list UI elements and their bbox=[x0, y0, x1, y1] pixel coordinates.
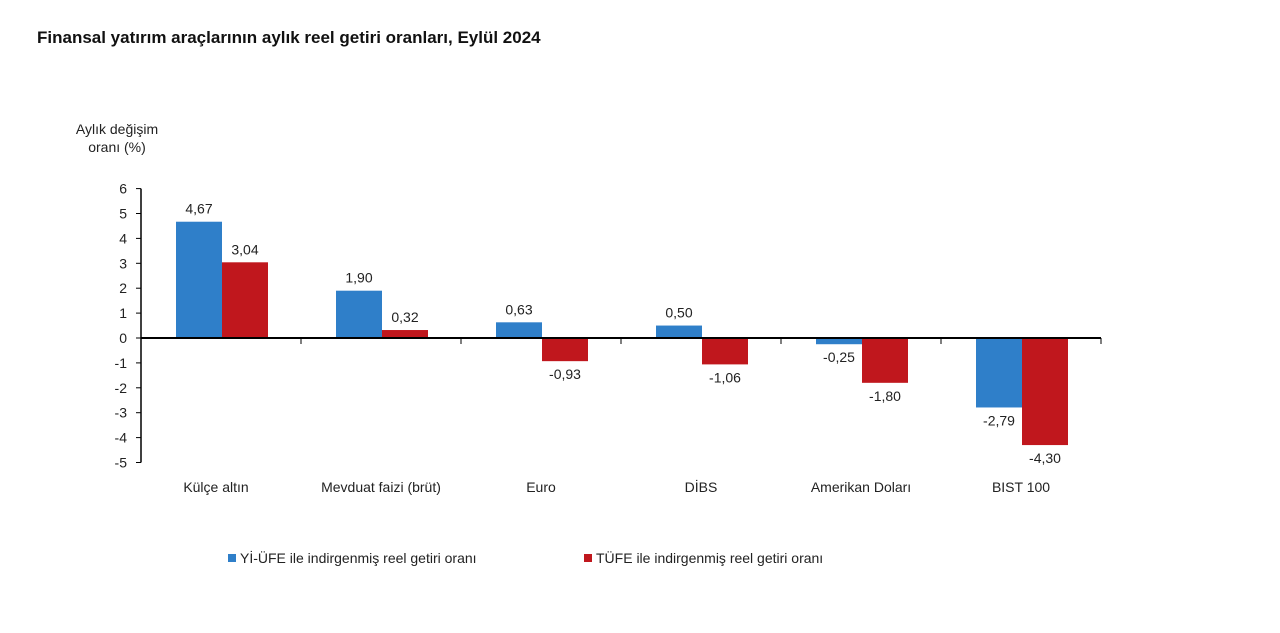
x-tick-label: DİBS bbox=[685, 478, 718, 495]
data-label: -0,93 bbox=[549, 366, 581, 382]
data-label: -4,30 bbox=[1029, 450, 1061, 466]
data-label: 0,50 bbox=[665, 305, 692, 321]
x-tick-label: Külçe altın bbox=[183, 479, 248, 495]
y-tick-label: -4 bbox=[115, 430, 128, 446]
x-tick-label: Euro bbox=[526, 479, 556, 495]
data-label: 1,90 bbox=[345, 270, 372, 286]
data-label: -1,80 bbox=[869, 388, 901, 404]
legend-swatch bbox=[228, 554, 236, 562]
data-label: -1,06 bbox=[709, 369, 741, 385]
bar bbox=[1022, 338, 1068, 446]
data-label: 0,32 bbox=[391, 309, 418, 325]
data-label: 4,67 bbox=[185, 201, 212, 217]
bar bbox=[976, 338, 1022, 408]
y-tick-label: -1 bbox=[115, 355, 128, 371]
data-label: -2,79 bbox=[983, 412, 1015, 428]
bar bbox=[496, 322, 542, 338]
x-tick-label: BIST 100 bbox=[992, 479, 1050, 495]
data-label: 3,04 bbox=[231, 241, 258, 257]
y-tick-label: -5 bbox=[115, 455, 128, 471]
data-label: -0,25 bbox=[823, 349, 855, 365]
bar bbox=[176, 221, 222, 338]
y-tick-label: 2 bbox=[119, 280, 127, 296]
legend-item-yi-ufe: Yİ-ÜFE ile indirgenmiş reel getiri oranı bbox=[228, 550, 477, 566]
bar bbox=[382, 330, 428, 338]
chart-title: Finansal yatırım araçlarının aylık reel … bbox=[37, 28, 541, 47]
y-tick-label: 5 bbox=[119, 206, 127, 222]
x-tick-label: Mevduat faizi (brüt) bbox=[321, 479, 441, 495]
bar bbox=[862, 338, 908, 383]
x-tick-label: Amerikan Doları bbox=[811, 479, 911, 495]
bar bbox=[816, 338, 862, 345]
y-tick-label: 3 bbox=[119, 255, 127, 271]
legend-swatch bbox=[584, 554, 592, 562]
legend-label: TÜFE ile indirgenmiş reel getiri oranı bbox=[596, 550, 824, 566]
bar bbox=[702, 338, 748, 365]
y-tick-label: 0 bbox=[119, 330, 127, 346]
data-label: 0,63 bbox=[505, 301, 532, 317]
y-tick-label: 1 bbox=[119, 305, 127, 321]
bar bbox=[336, 290, 382, 338]
bar bbox=[222, 262, 268, 338]
y-tick-label: 4 bbox=[119, 230, 127, 246]
y-axis-label: Aylık değişim oranı (%) bbox=[75, 121, 159, 155]
bar bbox=[656, 325, 702, 338]
legend-label: Yİ-ÜFE ile indirgenmiş reel getiri oranı bbox=[240, 550, 477, 566]
bar bbox=[542, 338, 588, 362]
y-tick-label: -3 bbox=[115, 405, 128, 421]
y-tick-label: -2 bbox=[115, 380, 128, 396]
y-tick-label: 6 bbox=[119, 181, 127, 197]
legend-item-tufe: TÜFE ile indirgenmiş reel getiri oranı bbox=[584, 550, 823, 566]
